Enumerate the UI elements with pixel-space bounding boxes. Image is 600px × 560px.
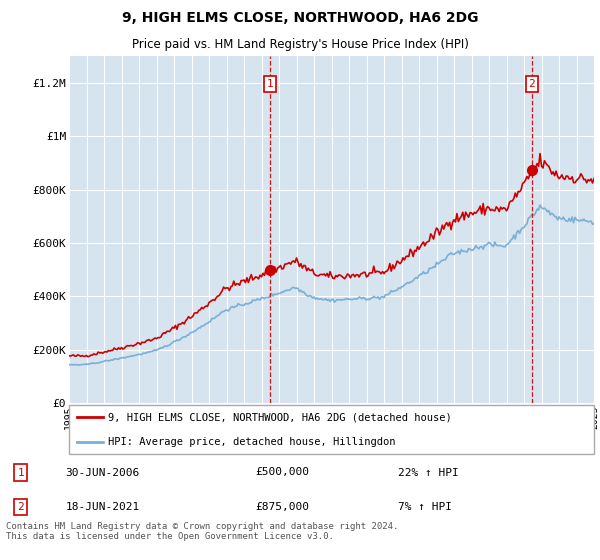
Text: Contains HM Land Registry data © Crown copyright and database right 2024.
This d: Contains HM Land Registry data © Crown c… bbox=[6, 522, 398, 542]
Text: Price paid vs. HM Land Registry's House Price Index (HPI): Price paid vs. HM Land Registry's House … bbox=[131, 38, 469, 51]
Text: HPI: Average price, detached house, Hillingdon: HPI: Average price, detached house, Hill… bbox=[109, 436, 396, 446]
Text: 9, HIGH ELMS CLOSE, NORTHWOOD, HA6 2DG (detached house): 9, HIGH ELMS CLOSE, NORTHWOOD, HA6 2DG (… bbox=[109, 412, 452, 422]
Text: 2: 2 bbox=[529, 79, 535, 89]
Text: 7% ↑ HPI: 7% ↑ HPI bbox=[398, 502, 452, 512]
Text: 1: 1 bbox=[267, 79, 274, 89]
Text: 22% ↑ HPI: 22% ↑ HPI bbox=[398, 468, 459, 478]
FancyBboxPatch shape bbox=[69, 405, 594, 454]
Text: 30-JUN-2006: 30-JUN-2006 bbox=[65, 468, 140, 478]
Text: 9, HIGH ELMS CLOSE, NORTHWOOD, HA6 2DG: 9, HIGH ELMS CLOSE, NORTHWOOD, HA6 2DG bbox=[122, 11, 478, 25]
Text: £875,000: £875,000 bbox=[256, 502, 310, 512]
Text: £500,000: £500,000 bbox=[256, 468, 310, 478]
Text: 2: 2 bbox=[17, 502, 24, 512]
Text: 1: 1 bbox=[17, 468, 24, 478]
Text: 18-JUN-2021: 18-JUN-2021 bbox=[65, 502, 140, 512]
